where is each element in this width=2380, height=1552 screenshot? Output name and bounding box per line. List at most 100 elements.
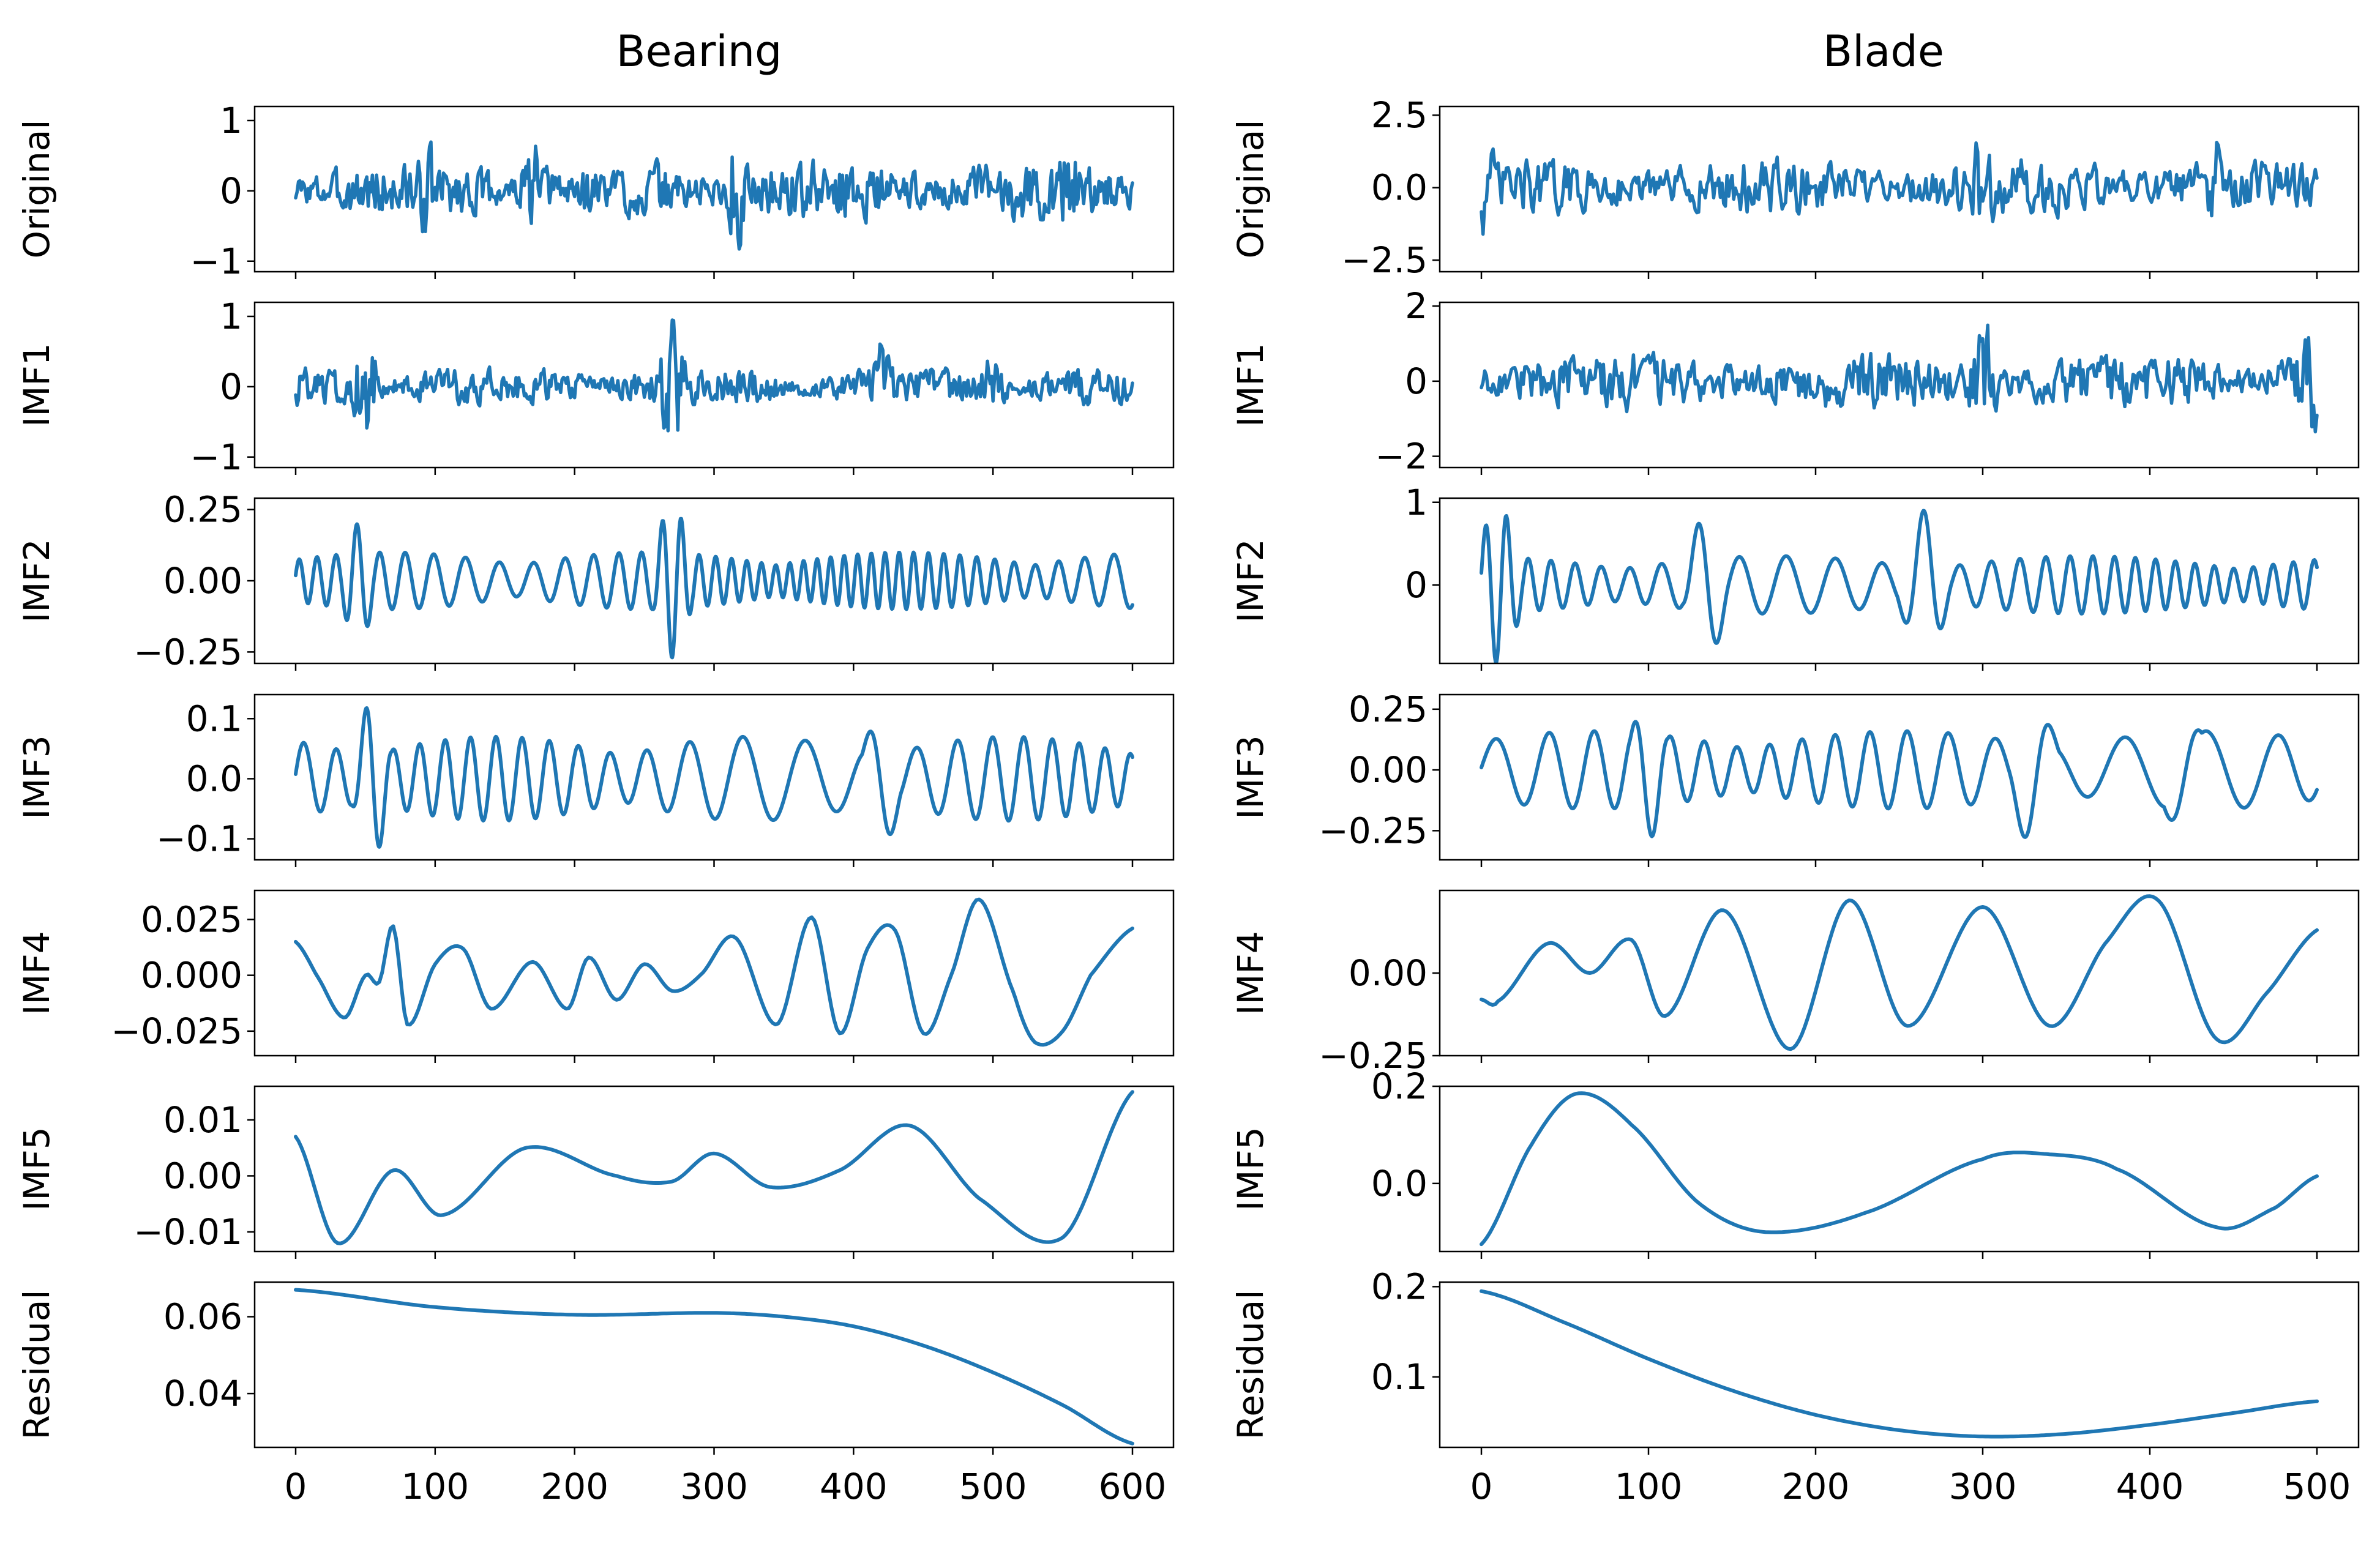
- blade-residual-ytick-label: 0.2: [1371, 1266, 1428, 1307]
- blade-imf5-ylabel: IMF5: [1230, 1127, 1271, 1211]
- bearing-original-ylabel: Original: [16, 120, 58, 259]
- bearing-xtick-label: 600: [1099, 1466, 1167, 1507]
- blade-imf4-ylabel: IMF4: [1230, 931, 1271, 1015]
- bearing-imf4-panel: −0.025 0.000 0.025 IMF4: [16, 889, 1175, 1063]
- blade-imf4-ytick-label: 0.00: [1349, 952, 1428, 994]
- bearing-imf5-ytick-label: 0.01: [163, 1099, 242, 1141]
- blade-imf2-ytick-label: 1: [1405, 482, 1428, 523]
- blade-imf2-ytick-label: 0: [1405, 564, 1428, 606]
- bearing-imf1-panel: −1 0 1 IMF1: [16, 296, 1175, 478]
- blade-imf4-ytick-label: −0.25: [1319, 1035, 1428, 1076]
- blade-original-ytick-label: 2.5: [1371, 94, 1428, 136]
- blade-xtick-label: 0: [1470, 1466, 1493, 1507]
- bearing-imf1-ylabel: IMF1: [16, 343, 58, 427]
- bearing-imf4-ytick-label: −0.025: [111, 1010, 242, 1052]
- bearing-imf1-ytick-label: 1: [220, 296, 242, 337]
- blade-imf4-panel: −0.25 0.00 IMF4: [1230, 889, 2360, 1076]
- bearing-imf4-ytick-label: 0.025: [141, 898, 242, 940]
- blade-xtick-label: 300: [1949, 1466, 2017, 1507]
- bearing-residual-panel: 0.04 0.06 0 100 200 300 400 500 600 Residual: [16, 1281, 1175, 1507]
- bearing-imf5-ytick-label: 0.00: [163, 1155, 242, 1196]
- blade-imf2-ylabel: IMF2: [1230, 539, 1271, 622]
- blade-original-ytick-label: 0.0: [1371, 167, 1428, 209]
- blade-imf3-ytick-label: −0.25: [1319, 810, 1428, 851]
- bearing-imf3-ytick-label: −0.1: [156, 818, 242, 860]
- bearing-original-ytick-label: −1: [190, 241, 243, 282]
- blade-xtick-label: 400: [2116, 1466, 2184, 1507]
- blade-imf3-ytick-label: 0.25: [1349, 688, 1428, 730]
- blade-imf1-series-line: [1480, 323, 2319, 434]
- bearing-imf2-ytick-label: −0.25: [133, 631, 242, 673]
- bearing-original-ytick-label: 0: [220, 170, 242, 212]
- blade-column-title: Blade: [1823, 26, 1944, 76]
- blade-xtick-label: 100: [1615, 1466, 1683, 1507]
- bearing-imf2-ytick-label: 0.00: [163, 560, 242, 602]
- blade-original-series-line: [1480, 141, 2319, 236]
- bearing-residual-ylabel: Residual: [16, 1290, 58, 1440]
- bearing-original-series-line: [294, 140, 1134, 251]
- blade-residual-series-line: [1480, 1289, 2319, 1439]
- blade-imf1-ytick-label: 2: [1405, 285, 1428, 327]
- bearing-xtick-label: 500: [959, 1466, 1027, 1507]
- blade-xtick-label: 500: [2283, 1466, 2351, 1507]
- bearing-imf1-ytick-label: −1: [190, 436, 243, 478]
- blade-imf5-axes-frame: [1439, 1085, 2360, 1253]
- blade-imf1-ylabel: IMF1: [1230, 343, 1271, 427]
- blade-imf5-ytick-label: 0.0: [1371, 1163, 1428, 1204]
- bearing-imf3-ytick-label: 0.1: [186, 698, 242, 739]
- blade-imf2-axes-frame: [1439, 497, 2360, 665]
- bearing-xtick-label: 0: [285, 1466, 307, 1507]
- bearing-residual-series-line: [294, 1288, 1134, 1446]
- bearing-xtick-label: 300: [680, 1466, 748, 1507]
- blade-original-ylabel: Original: [1230, 120, 1271, 259]
- blade-imf3-ytick-label: 0.00: [1349, 749, 1428, 791]
- bearing-imf3-ylabel: IMF3: [16, 735, 58, 819]
- bearing-column-title: Bearing: [616, 26, 782, 76]
- blade-imf1-ytick-label: −2: [1375, 436, 1428, 477]
- blade-imf1-panel: −2 0 2 IMF1: [1230, 285, 2360, 477]
- bearing-imf1-series-line: [294, 318, 1134, 433]
- blade-imf3-ylabel: IMF3: [1230, 735, 1271, 819]
- blade-xtick-label: 200: [1782, 1466, 1850, 1507]
- bearing-imf4-ytick-label: 0.000: [141, 955, 242, 996]
- bearing-xtick-label: 200: [541, 1466, 608, 1507]
- blade-original-axes-frame: [1439, 105, 2360, 273]
- bearing-imf4-ylabel: IMF4: [16, 931, 58, 1015]
- bearing-xtick-label: 100: [401, 1466, 469, 1507]
- bearing-imf5-panel: −0.01 0.00 0.01 IMF5: [16, 1085, 1175, 1259]
- bearing-imf5-series-line: [294, 1090, 1134, 1245]
- blade-imf5-panel: 0.0 0.2 IMF5: [1230, 1065, 2360, 1259]
- blade-imf1-ytick-label: 0: [1405, 360, 1428, 402]
- bearing-residual-ytick-label: 0.06: [163, 1296, 242, 1338]
- bearing-imf2-ytick-label: 0.25: [163, 489, 242, 531]
- blade-imf2-panel: 0 1 IMF2: [1230, 482, 2360, 671]
- bearing-imf2-panel: −0.25 0.00 0.25 IMF2: [16, 489, 1175, 673]
- bearing-imf2-ylabel: IMF2: [16, 539, 58, 622]
- blade-imf5-ytick-label: 0.2: [1371, 1065, 1428, 1107]
- blade-residual-ytick-label: 0.1: [1371, 1356, 1428, 1398]
- blade-imf4-series-line: [1480, 894, 2319, 1051]
- bearing-imf5-ytick-label: −0.01: [133, 1211, 242, 1253]
- bearing-imf2-series-line: [294, 517, 1134, 660]
- blade-imf3-panel: −0.25 0.00 0.25 IMF3: [1230, 688, 2360, 867]
- bearing-imf3-series-line: [294, 706, 1134, 849]
- bearing-imf5-ylabel: IMF5: [16, 1127, 58, 1211]
- bearing-original-panel: −1 0 1 Original: [16, 100, 1175, 282]
- blade-original-panel: −2.5 0.0 2.5 Original: [1230, 94, 2360, 281]
- blade-residual-ylabel: Residual: [1230, 1290, 1271, 1440]
- blade-original-ytick-label: −2.5: [1341, 239, 1428, 281]
- bearing-imf1-ytick-label: 0: [220, 366, 242, 408]
- blade-imf5-series-line: [1480, 1091, 2319, 1247]
- bearing-residual-ytick-label: 0.04: [163, 1373, 242, 1414]
- bearing-xtick-label: 400: [820, 1466, 888, 1507]
- bearing-imf4-series-line: [294, 897, 1134, 1047]
- blade-residual-panel: 0.1 0.2 0 100 200 300 400 500 Residual: [1230, 1266, 2360, 1507]
- blade-imf3-series-line: [1480, 720, 2319, 839]
- blade-imf3-axes-frame: [1439, 693, 2360, 861]
- bearing-original-ytick-label: 1: [220, 100, 242, 141]
- bearing-imf3-ytick-label: 0.0: [186, 758, 242, 799]
- blade-imf2-series-line: [1480, 509, 2319, 663]
- blade-imf1-axes-frame: [1439, 301, 2360, 469]
